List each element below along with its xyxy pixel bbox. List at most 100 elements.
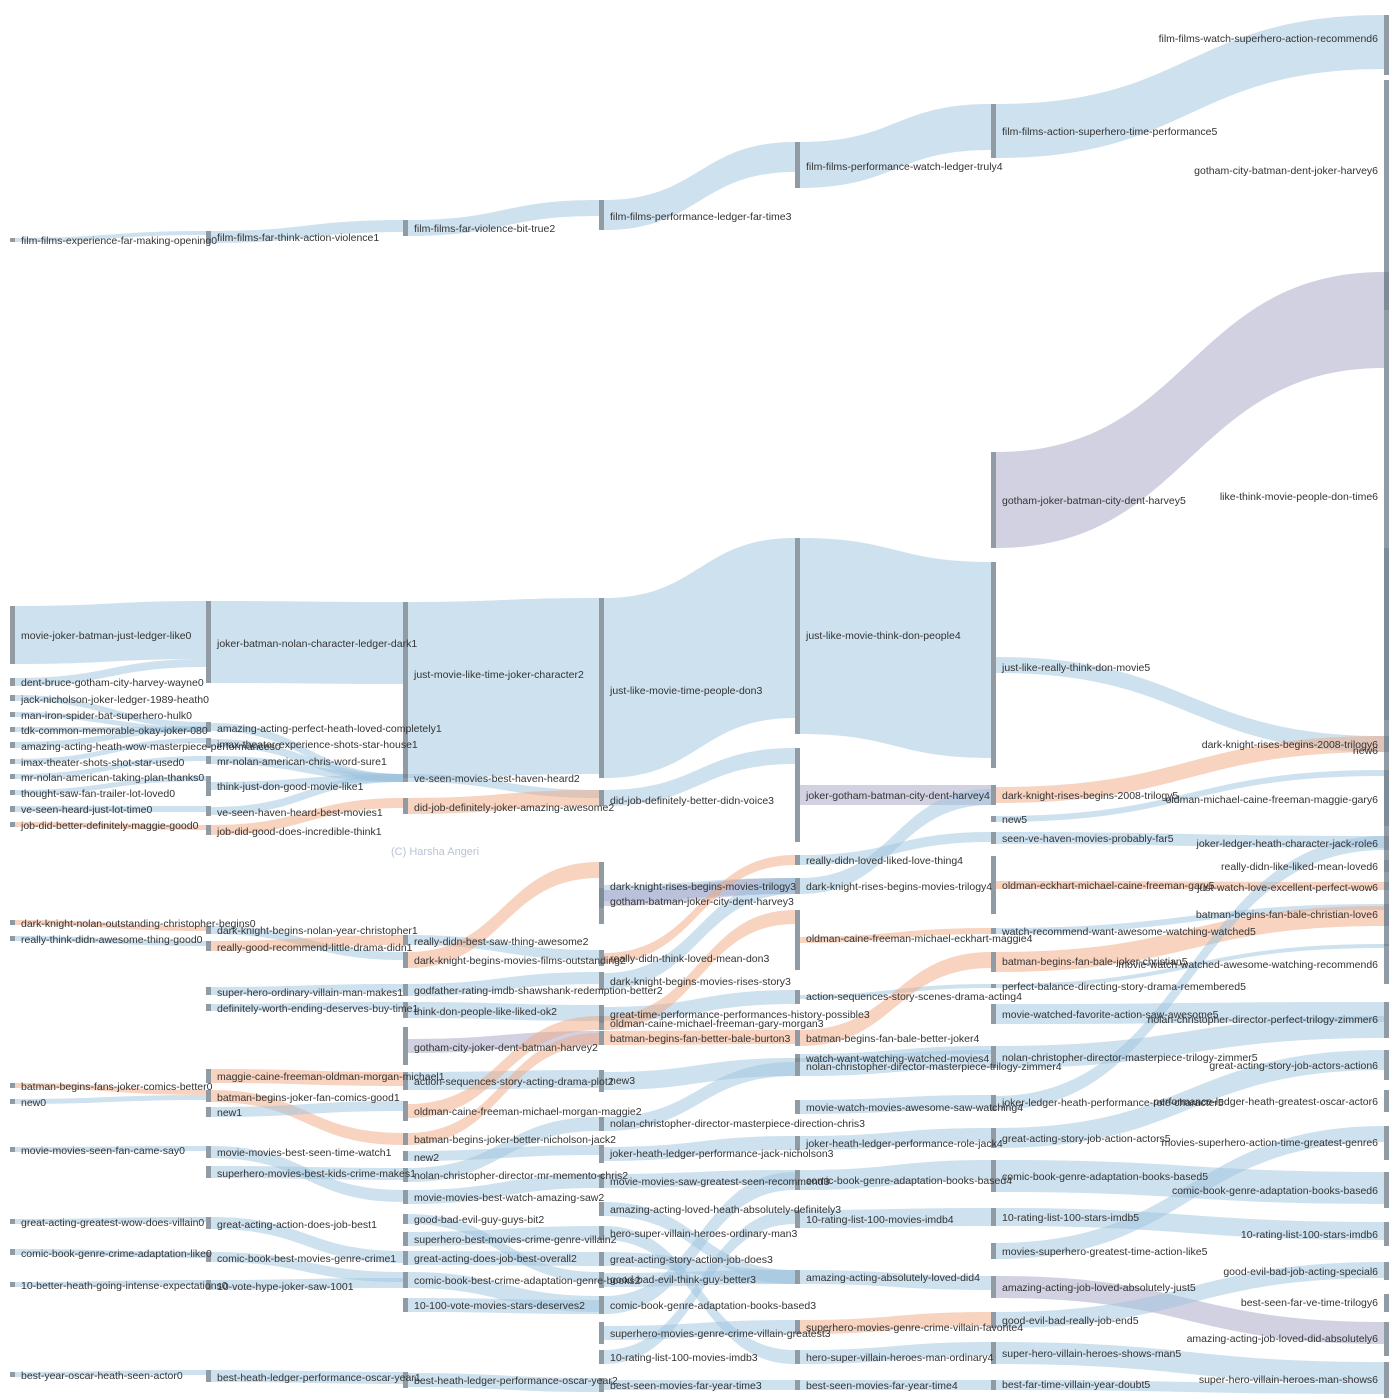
node-super-hero-villain-heroes-shows-man5[interactable] (991, 1342, 996, 1364)
node-10-rating-list-100-stars-imdb5[interactable] (991, 1208, 996, 1226)
node-think-just-don-good-movie-like1[interactable] (206, 776, 211, 796)
node-good-evil-bad-job-acting-special6[interactable] (1384, 1262, 1389, 1280)
node-movie-movies-seen-fan-came-say0[interactable] (10, 1147, 15, 1152)
node-dark-knight-begins-nolan-year-christopher1[interactable] (206, 926, 211, 934)
node-thought-saw-fan-trailer-lot-loved0[interactable] (10, 790, 15, 795)
node-great-acting-story-action-job-does3[interactable] (599, 1252, 604, 1266)
node-amazing-acting-absolutely-loved-did4[interactable] (795, 1270, 800, 1284)
node-film-films-watch-superhero-action-recommend6[interactable] (1384, 15, 1389, 75)
node-man-iron-spider-bat-superhero-hulk0[interactable] (10, 712, 15, 717)
node-action-sequences-story-scenes-drama-acting4[interactable] (795, 990, 800, 1004)
node-amazing-acting-job-loved-absolutely-just5[interactable] (991, 1276, 996, 1298)
node-imax-theater-shots-shot-star-used0[interactable] (10, 759, 15, 764)
node-comic-book-best-crime-adaptation-genre-books2[interactable] (403, 1272, 408, 1288)
node-film-films-action-superhero-time-performance5[interactable] (991, 104, 996, 158)
node-batman-begins-joker-better-nicholson-jack2[interactable] (403, 1133, 408, 1145)
node-new1[interactable] (206, 1107, 211, 1117)
node-best-seen-far-ve-time-trilogy6[interactable] (1384, 1294, 1389, 1312)
node-seen-ve-haven-movies-probably-far5[interactable] (991, 832, 996, 844)
node-dent-bruce-gotham-city-harvey-wayne0[interactable] (10, 678, 15, 686)
node-10-better-heath-going-intense-expectations0[interactable] (10, 1282, 15, 1287)
node-best-year-oscar-heath-seen-actor0[interactable] (10, 1372, 15, 1377)
node-joker-heath-ledger-performance-role-jack4[interactable] (795, 1136, 800, 1150)
node-new5[interactable] (991, 816, 996, 822)
node-mr-nolan-american-taking-plan-thanks0[interactable] (10, 774, 15, 779)
node-tdk-common-memorable-okay-joker-080[interactable] (10, 727, 15, 732)
node-really-didn-think-loved-mean-don3[interactable] (599, 950, 604, 966)
node-movie-joker-batman-just-ledger-like0[interactable] (10, 606, 15, 664)
node-comic-book-genre-adaptation-books-based3[interactable] (599, 1296, 604, 1314)
node-joker-ledger-heath-performance-role-character5[interactable] (991, 1095, 996, 1111)
node-dark-knight-rises-begins-2008-trilogy6[interactable] (1384, 736, 1389, 752)
node-best-seen-movies-far-year-time3[interactable] (599, 1378, 604, 1392)
node-dark-knight-begins-movies-films-outstanding2[interactable] (403, 952, 408, 968)
node-good-evil-bad-really-job-end5[interactable] (991, 1312, 996, 1328)
node-movie-watch-watched-awesome-watching-recommend6[interactable] (1384, 944, 1389, 984)
node-great-acting-does-job-best-overall2[interactable] (403, 1251, 408, 1265)
node-think-don-people-like-liked-ok2[interactable] (403, 1002, 408, 1018)
node-great-acting-story-job-action-actors5[interactable] (991, 1128, 996, 1148)
node-dark-knight-nolan-outstanding-christopher-begins0[interactable] (10, 920, 15, 925)
node-oldman-caine-freeman-michael-morgan-maggie2[interactable] (403, 1101, 408, 1121)
node-job-did-better-definitely-maggie-good0[interactable] (10, 822, 15, 827)
node-oldman-caine-michael-freeman-gary-morgan3[interactable] (599, 1016, 604, 1030)
node-batman-begins-fan-bale-better-joker4[interactable] (795, 1030, 800, 1046)
node-just-like-really-think-don-movie5[interactable] (991, 562, 996, 768)
node-best-far-time-villain-year-doubt5[interactable] (991, 1380, 996, 1390)
node-10-vote-hype-joker-saw-1001[interactable] (206, 1280, 211, 1290)
node-superhero-movies-genre-crime-villain-greatest3[interactable] (599, 1322, 604, 1344)
node-nolan-christopher-director-perfect-trilogy-zimmer6[interactable] (1384, 1002, 1389, 1038)
node-10-rating-list-100-stars-imdb6[interactable] (1384, 1222, 1389, 1246)
node-movie-movies-best-seen-time-watch1[interactable] (206, 1146, 211, 1158)
node-movies-superhero-greatest-time-action-like5[interactable] (991, 1243, 996, 1259)
node-joker-gotham-batman-city-dent-harvey4[interactable] (795, 748, 800, 842)
node-joker-heath-ledger-performance-jack-nicholson3[interactable] (599, 1145, 604, 1163)
node-comic-book-genre-adaptation-books-based4[interactable] (795, 1170, 800, 1190)
node-ve-seen-haven-heard-best-movies1[interactable] (206, 806, 211, 816)
node-gotham-joker-batman-city-dent-harvey5[interactable] (991, 452, 996, 548)
node-really-didn-like-liked-mean-loved6[interactable] (1384, 860, 1389, 872)
node-definitely-worth-ending-deserves-buy-time1[interactable] (206, 1004, 211, 1011)
node-superhero-movies-best-kids-crime-makes1[interactable] (206, 1166, 211, 1178)
node-film-films-far-think-action-violence1[interactable] (206, 231, 211, 243)
node-comic-book-genre-crime-adaptation-like0[interactable] (10, 1249, 15, 1255)
node-movie-movies-best-watch-amazing-saw2[interactable] (403, 1190, 408, 1204)
node-really-didn-best-saw-thing-awesome2[interactable] (403, 935, 408, 945)
node-comic-book-genre-adaptation-books-based5[interactable] (991, 1160, 996, 1192)
node-joker-batman-nolan-character-ledger-dark1[interactable] (206, 601, 211, 683)
node-movies-superhero-action-time-greatest-genre6[interactable] (1384, 1126, 1389, 1160)
node-batman-begins-fans-joker-comics-better0[interactable] (10, 1083, 15, 1088)
node-10-rating-list-100-movies-imdb3[interactable] (599, 1350, 604, 1364)
node-comic-book-genre-adaptation-books-based6[interactable] (1384, 1172, 1389, 1208)
node-oldman-michael-caine-freeman-maggie-gary6[interactable] (1384, 770, 1389, 826)
node-film-films-far-violence-bit-true2[interactable] (403, 220, 408, 236)
node-just-watch-love-excellent-perfect-wow6[interactable] (1384, 882, 1389, 890)
node-action-sequences-story-acting-drama-plot2[interactable] (403, 1072, 408, 1090)
node-gotham-batman-joker-city-dent-harvey3[interactable] (599, 888, 604, 908)
node-just-like-movie-time-people-don3[interactable] (599, 598, 604, 778)
node-movie-movies-saw-greatest-seen-recommend3[interactable] (599, 1174, 604, 1188)
node-batman-begins-joker-fan-comics-good1[interactable] (206, 1090, 211, 1102)
node-good-bad-evil-think-guy-better3[interactable] (599, 1272, 604, 1288)
node-good-bad-evil-guy-guys-bit2[interactable] (403, 1214, 408, 1224)
node-comic-book-best-movies-genre-crime1[interactable] (206, 1252, 211, 1262)
node-amazing-acting-loved-heath-absolutely-definitely3[interactable] (599, 1202, 604, 1216)
node-great-acting-greatest-wow-does-villain0[interactable] (10, 1219, 15, 1224)
node-just-like-movie-think-don-people4[interactable] (795, 538, 800, 734)
node-batman-begins-fan-bale-joker-christian5[interactable] (991, 952, 996, 972)
node-hero-super-villain-heroes-ordinary-man3[interactable] (599, 1226, 604, 1240)
node-really-didn-loved-liked-love-thing4[interactable] (795, 855, 800, 865)
node-film-films-performance-ledger-far-time3[interactable] (599, 200, 604, 230)
node-new2[interactable] (403, 1151, 408, 1161)
node-amazing-acting-job-loved-did-absolutely6[interactable] (1384, 1322, 1389, 1356)
node-film-films-performance-watch-ledger-truly4[interactable] (795, 142, 800, 188)
node-perfect-balance-directing-story-drama-remembered5[interactable] (991, 984, 996, 988)
node-great-acting-action-does-job-best1[interactable] (206, 1217, 211, 1229)
node-gotham-city-joker-dent-batman-harvey2[interactable] (403, 1027, 408, 1065)
node-did-job-definitely-joker-amazing-awesome2[interactable] (403, 798, 408, 814)
node-movie-watch-movies-awesome-saw-watching4[interactable] (795, 1100, 800, 1114)
node-best-heath-ledger-performance-oscar-year1[interactable] (206, 1370, 211, 1382)
node-dark-knight-rises-begins-movies-trilogy4[interactable] (795, 878, 800, 894)
node-amazing-acting-perfect-heath-loved-completely1[interactable] (206, 722, 211, 732)
node-watch-recommend-want-awesome-watching-watched5[interactable] (991, 928, 996, 934)
